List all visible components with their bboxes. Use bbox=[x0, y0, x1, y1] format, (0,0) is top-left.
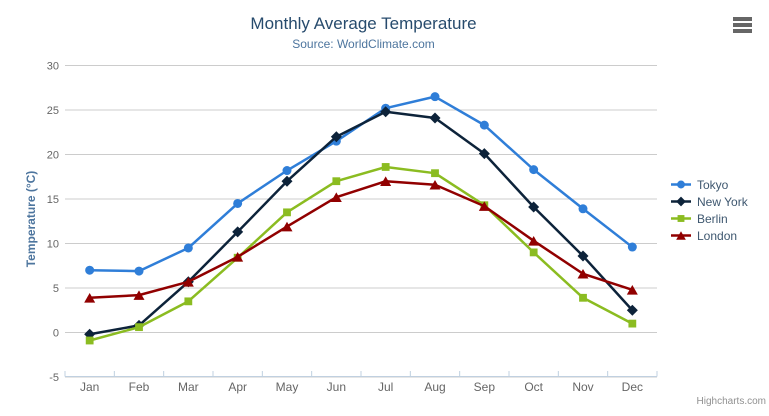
legend-item-new-york[interactable]: New York bbox=[670, 193, 748, 210]
x-axis-label-jan: Jan bbox=[80, 380, 99, 394]
hamburger-icon bbox=[733, 17, 752, 33]
point-berlin-jul[interactable] bbox=[381, 163, 390, 171]
point-london-aug[interactable] bbox=[429, 179, 441, 190]
point-tokyo-jan[interactable] bbox=[85, 265, 95, 275]
x-axis-label-sep: Sep bbox=[474, 380, 496, 394]
x-axis-label-jun: Jun bbox=[327, 380, 346, 394]
chart-subtitle: Source: WorldClimate.com bbox=[292, 37, 435, 51]
y-axis-label-25: 25 bbox=[47, 105, 59, 117]
x-axis-label-oct: Oct bbox=[524, 380, 543, 394]
point-berlin-may[interactable] bbox=[283, 208, 291, 217]
legend-item-london[interactable]: London bbox=[670, 227, 748, 244]
point-london-dec[interactable] bbox=[626, 284, 638, 295]
y-axis-label-5: 5 bbox=[53, 283, 59, 295]
point-new-york-aug[interactable] bbox=[429, 112, 441, 124]
legend-triangle-up-icon bbox=[671, 231, 691, 240]
legend-diamond-icon bbox=[671, 196, 691, 207]
legend-item-tokyo[interactable]: Tokyo bbox=[670, 176, 748, 193]
point-london-jun[interactable] bbox=[330, 192, 342, 203]
point-london-nov[interactable] bbox=[577, 268, 589, 279]
point-berlin-jun[interactable] bbox=[332, 177, 341, 186]
point-new-york-oct[interactable] bbox=[528, 201, 540, 213]
x-axis-label-mar: Mar bbox=[178, 380, 199, 394]
x-axis-label-apr: Apr bbox=[228, 380, 247, 394]
legend-label-new-york: New York bbox=[697, 194, 748, 209]
y-axis-label-15: 15 bbox=[47, 194, 59, 206]
legend-marker-new-york bbox=[676, 196, 686, 207]
point-berlin-aug[interactable] bbox=[431, 169, 439, 178]
point-new-york-nov[interactable] bbox=[577, 250, 589, 262]
point-london-may[interactable] bbox=[281, 221, 293, 232]
point-new-york-may[interactable] bbox=[281, 175, 293, 187]
credits-link[interactable]: Highcharts.com bbox=[696, 396, 766, 407]
point-london-apr[interactable] bbox=[232, 252, 244, 262]
point-tokyo-dec[interactable] bbox=[627, 242, 637, 252]
series-berlin-line bbox=[88, 165, 634, 342]
y-axis-label--5: -5 bbox=[49, 372, 59, 384]
y-axis-label-0: 0 bbox=[53, 328, 59, 340]
point-tokyo-apr[interactable] bbox=[233, 198, 243, 208]
point-tokyo-feb[interactable] bbox=[134, 266, 144, 276]
point-london-oct[interactable] bbox=[528, 236, 540, 246]
point-tokyo-aug[interactable] bbox=[430, 92, 440, 102]
x-axis-label-nov: Nov bbox=[572, 380, 593, 394]
point-new-york-dec[interactable] bbox=[626, 304, 638, 316]
x-axis-label-dec: Dec bbox=[622, 380, 643, 394]
point-berlin-mar[interactable] bbox=[184, 297, 193, 306]
legend-marker-tokyo bbox=[677, 180, 685, 189]
point-berlin-oct[interactable] bbox=[529, 248, 538, 257]
legend-label-tokyo: Tokyo bbox=[697, 177, 729, 192]
series-new-york-line bbox=[88, 110, 634, 336]
point-tokyo-nov[interactable] bbox=[578, 204, 588, 214]
legend-label-berlin: Berlin bbox=[697, 211, 728, 226]
series-tokyo-line bbox=[88, 95, 634, 273]
point-london-mar[interactable] bbox=[182, 276, 194, 287]
x-axis-label-feb: Feb bbox=[129, 380, 150, 394]
x-axis-label-may: May bbox=[276, 380, 299, 394]
point-tokyo-may[interactable] bbox=[282, 166, 292, 176]
legend-marker-london bbox=[676, 231, 686, 240]
point-berlin-dec[interactable] bbox=[628, 319, 637, 328]
chart-title: Monthly Average Temperature bbox=[250, 14, 477, 33]
point-tokyo-sep[interactable] bbox=[479, 120, 489, 130]
series-london-line bbox=[88, 179, 634, 300]
point-london-feb[interactable] bbox=[133, 290, 145, 300]
point-london-sep[interactable] bbox=[478, 201, 490, 211]
y-axis-label-30: 30 bbox=[47, 61, 59, 73]
point-berlin-nov[interactable] bbox=[579, 293, 587, 302]
legend: Tokyo New York Berlin London bbox=[670, 176, 748, 244]
point-london-jul[interactable] bbox=[380, 176, 392, 186]
y-axis-label-10: 10 bbox=[47, 239, 59, 251]
point-new-york-jun[interactable] bbox=[330, 131, 342, 143]
legend-marker-berlin bbox=[677, 215, 685, 222]
point-new-york-apr[interactable] bbox=[232, 226, 244, 238]
point-berlin-feb[interactable] bbox=[135, 323, 143, 332]
point-berlin-jan[interactable] bbox=[85, 336, 94, 345]
export-menu-button[interactable] bbox=[733, 17, 752, 33]
x-axis-label-jul: Jul bbox=[378, 380, 393, 394]
point-new-york-sep[interactable] bbox=[478, 148, 490, 160]
legend-item-berlin[interactable]: Berlin bbox=[670, 210, 748, 227]
legend-square-icon bbox=[671, 215, 691, 222]
legend-circle-icon bbox=[671, 180, 691, 189]
point-tokyo-mar[interactable] bbox=[183, 243, 193, 253]
legend-label-london: London bbox=[697, 228, 738, 243]
point-new-york-jul[interactable] bbox=[380, 106, 392, 118]
x-axis-label-aug: Aug bbox=[424, 380, 445, 394]
y-axis-label-20: 20 bbox=[47, 150, 59, 162]
point-tokyo-oct[interactable] bbox=[529, 165, 539, 175]
point-london-jan[interactable] bbox=[84, 292, 96, 303]
